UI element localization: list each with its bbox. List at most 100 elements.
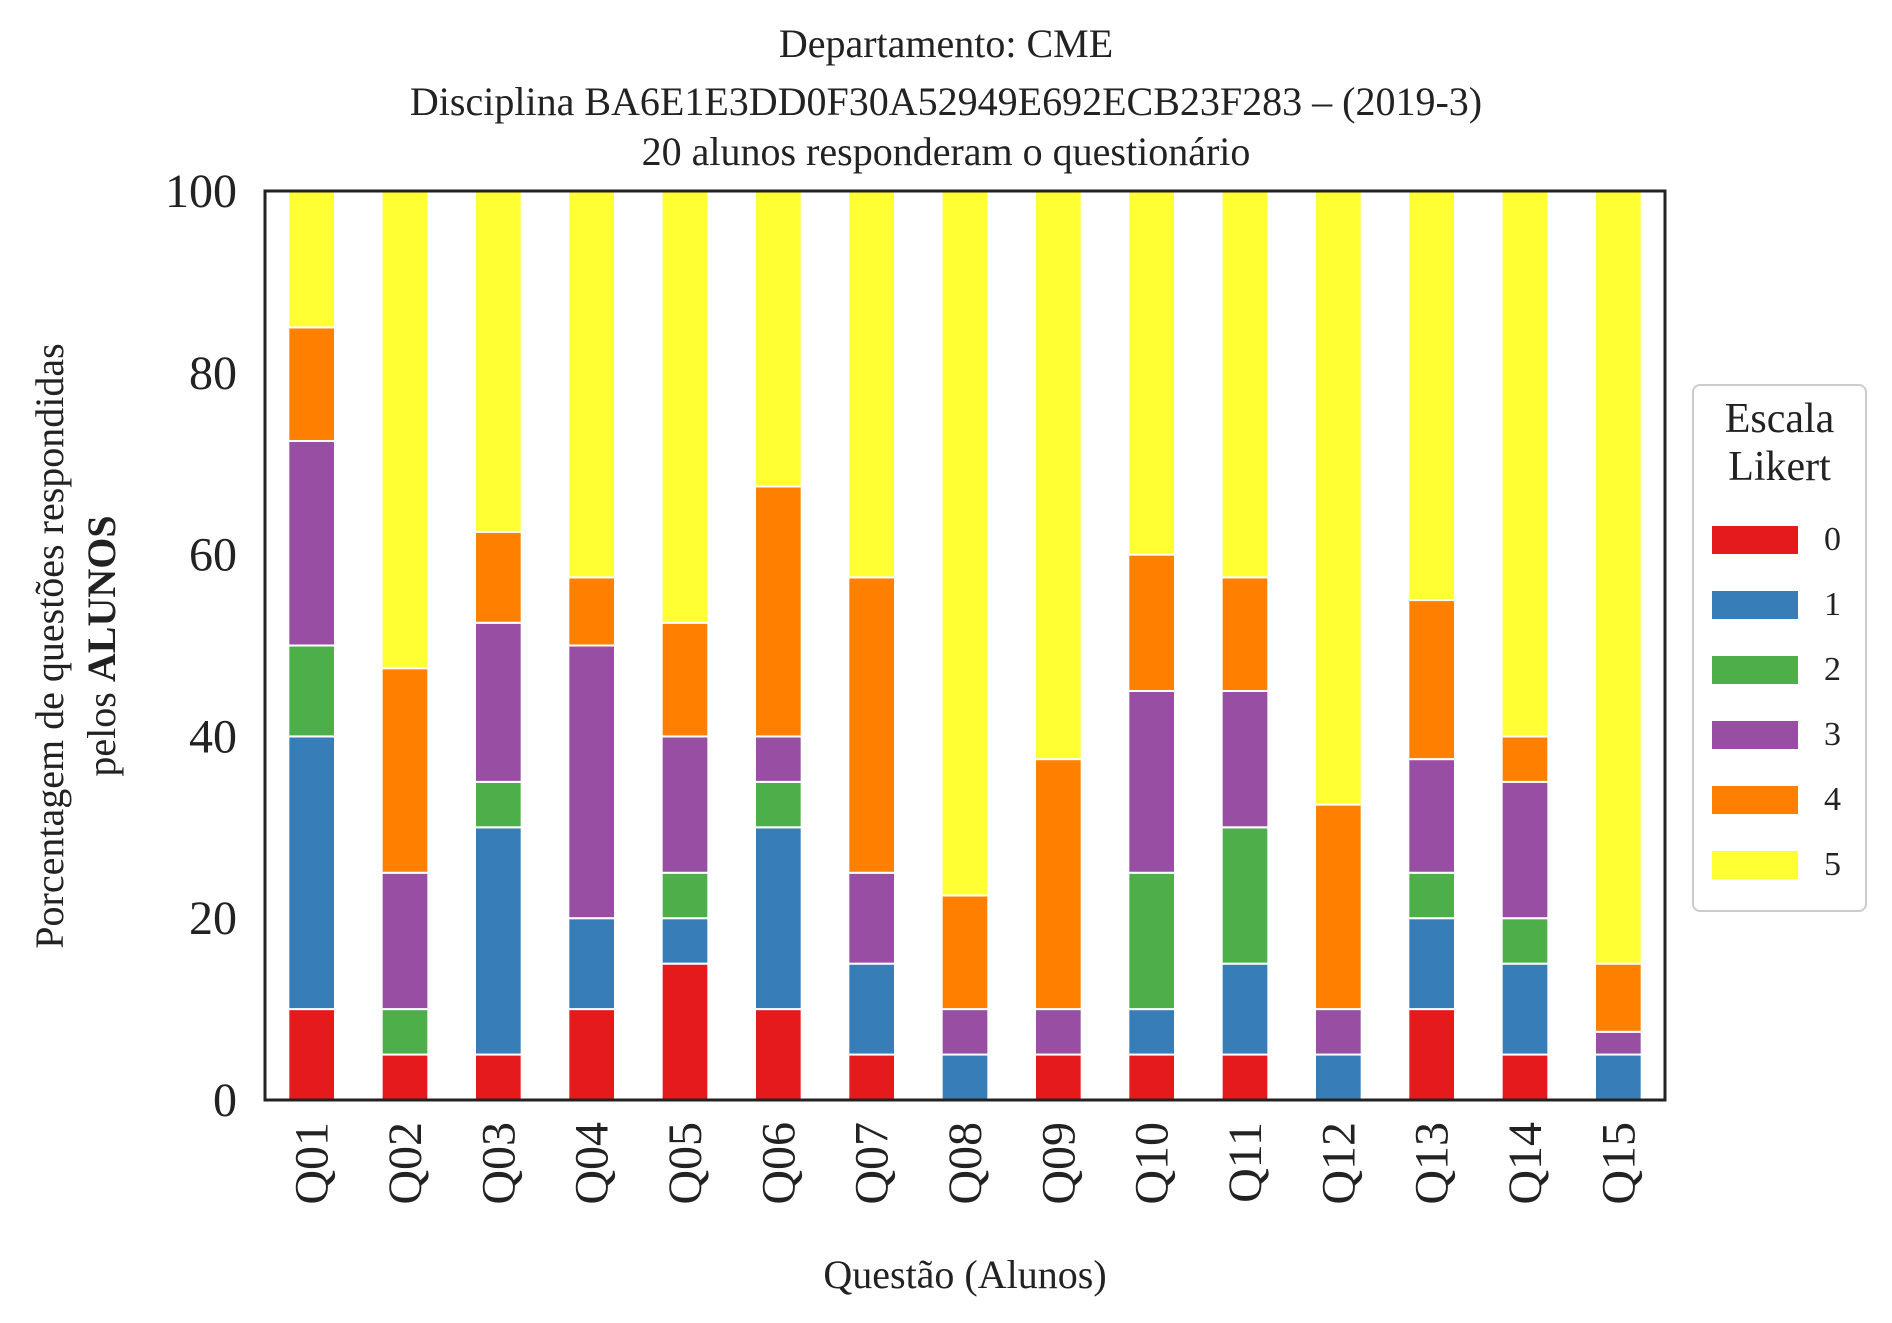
bar-segment-q03-likert-1 — [474, 826, 523, 1056]
bar-segment-q11-likert-0 — [1220, 1053, 1270, 1102]
bar-segment-q07-likert-5 — [847, 190, 896, 579]
x-tick-label-q14: Q14 — [1499, 1122, 1552, 1205]
x-tick-label-q09: Q09 — [1032, 1122, 1085, 1205]
bar-segment-q15-likert-5 — [1594, 190, 1643, 965]
legend-label-likert-0: 0 — [1824, 521, 1841, 558]
legend-swatch-likert-3 — [1712, 721, 1798, 749]
x-tick-label-q04: Q04 — [566, 1122, 619, 1205]
x-tick-label-q07: Q07 — [846, 1122, 899, 1205]
y-axis-label: Porcentagem de questões respondidas pelo… — [27, 343, 124, 948]
x-tick-label-q13: Q13 — [1406, 1122, 1459, 1205]
bar-segment-q05-likert-5 — [660, 190, 710, 624]
bar-segment-q11-likert-3 — [1220, 689, 1270, 829]
bar-segment-q06-likert-5 — [754, 190, 803, 488]
bar-segment-q11-likert-5 — [1220, 190, 1270, 579]
legend-label-likert-1: 1 — [1824, 586, 1841, 623]
chart-title-line-1: Departamento: CME — [778, 21, 1114, 66]
bar-segment-q03-likert-0 — [474, 1053, 523, 1102]
bar-segment-q04-likert-3 — [567, 644, 616, 920]
legend: Escala Likert 0 1 2 3 4 5 — [1692, 384, 1867, 912]
x-tick-label-q02: Q02 — [379, 1122, 432, 1205]
y-axis-label-line-1: Porcentagem de questões respondidas — [27, 343, 72, 948]
bar-segment-q12-likert-5 — [1314, 190, 1363, 806]
bar-segment-q15-likert-3 — [1594, 1030, 1643, 1056]
bar-segment-q01-likert-5 — [287, 190, 337, 329]
bar-segment-q04-likert-4 — [567, 576, 616, 647]
bars-layer — [287, 190, 1643, 1102]
y-axis-label-prefix: pelos — [79, 682, 124, 776]
bar-segment-q09-likert-3 — [1034, 1008, 1083, 1056]
bar-segment-q02-likert-4 — [380, 667, 430, 874]
x-tick-label-q01: Q01 — [286, 1122, 339, 1205]
y-axis-ticks: 0 20 40 60 80 100 — [165, 165, 237, 1127]
y-tick-label-60: 60 — [189, 529, 237, 582]
bar-segment-q05-likert-2 — [660, 871, 710, 920]
bar-segment-q03-likert-2 — [474, 780, 523, 829]
bar-segment-q02-likert-0 — [380, 1053, 430, 1102]
x-tick-label-q03: Q03 — [472, 1122, 525, 1205]
bar-segment-q10-likert-0 — [1127, 1053, 1177, 1102]
bar-segment-q03-likert-4 — [474, 530, 523, 624]
chart-title-line-3: 20 alunos responderam o questionário — [641, 129, 1251, 174]
bar-segment-q07-likert-0 — [847, 1053, 896, 1102]
bar-segment-q12-likert-4 — [1314, 803, 1363, 1011]
legend-label-likert-3: 3 — [1824, 716, 1841, 753]
bar-segment-q08-likert-1 — [940, 1053, 990, 1102]
bar-segment-q09-likert-5 — [1034, 190, 1083, 761]
legend-label-likert-4: 4 — [1824, 781, 1841, 818]
bar-segment-q05-likert-3 — [660, 735, 710, 874]
legend-swatch-likert-4 — [1712, 786, 1798, 814]
bar-segment-q01-likert-0 — [287, 1008, 337, 1101]
bar-segment-q10-likert-1 — [1127, 1008, 1177, 1056]
bar-segment-q05-likert-4 — [660, 621, 710, 738]
bar-segment-q13-likert-5 — [1407, 190, 1457, 602]
x-tick-label-q12: Q12 — [1312, 1122, 1365, 1205]
legend-swatch-likert-1 — [1712, 591, 1798, 619]
bar-segment-q13-likert-0 — [1407, 1008, 1457, 1101]
bar-segment-q08-likert-3 — [940, 1008, 990, 1056]
bar-segment-q14-likert-4 — [1500, 735, 1550, 783]
x-tick-label-q10: Q10 — [1126, 1122, 1179, 1205]
legend-item-likert-1: 1 — [1694, 585, 1865, 625]
bar-segment-q04-likert-1 — [567, 917, 616, 1011]
bar-segment-q15-likert-4 — [1594, 962, 1643, 1033]
bar-segment-q02-likert-5 — [380, 190, 430, 670]
bar-segment-q06-likert-3 — [754, 735, 803, 783]
bar-segment-q12-likert-3 — [1314, 1008, 1363, 1056]
legend-label-likert-5: 5 — [1824, 846, 1841, 883]
bar-segment-q11-likert-2 — [1220, 826, 1270, 965]
bar-segment-q07-likert-4 — [847, 576, 896, 874]
bar-segment-q04-likert-0 — [567, 1008, 616, 1101]
legend-title-line-2: Likert — [1728, 444, 1831, 490]
bar-segment-q14-likert-0 — [1500, 1053, 1550, 1102]
legend-item-likert-5: 5 — [1694, 845, 1865, 885]
x-axis-ticks: Q01 Q02 Q03 Q04 Q05 Q06 Q07 Q08 Q09 Q10 Q11 Q12 Q13 Q… — [286, 1122, 1646, 1205]
x-tick-label-q06: Q06 — [752, 1122, 805, 1205]
bar-segment-q08-likert-4 — [940, 894, 990, 1011]
legend-item-likert-2: 2 — [1694, 650, 1865, 690]
bar-segment-q05-likert-1 — [660, 917, 710, 965]
bar-segment-q10-likert-4 — [1127, 553, 1177, 692]
bar-segment-q09-likert-4 — [1034, 758, 1083, 1011]
bar-segment-q10-likert-5 — [1127, 190, 1177, 556]
bar-segment-q03-likert-5 — [474, 190, 523, 533]
y-axis-label-line-2: pelos ALUNOS — [79, 515, 124, 776]
legend-swatch-likert-5 — [1712, 851, 1798, 879]
x-tick-label-q05: Q05 — [659, 1122, 712, 1205]
bar-segment-q02-likert-3 — [380, 871, 430, 1011]
bar-segment-q15-likert-1 — [1594, 1053, 1643, 1102]
legend-item-likert-3: 3 — [1694, 715, 1865, 755]
x-tick-label-q08: Q08 — [939, 1122, 992, 1205]
bar-segment-q06-likert-4 — [754, 485, 803, 738]
bar-segment-q11-likert-1 — [1220, 962, 1270, 1056]
legend-swatch-likert-0 — [1712, 526, 1798, 554]
bar-segment-q13-likert-2 — [1407, 871, 1457, 920]
plot-frame — [263, 189, 1667, 1102]
x-tick-label-q11: Q11 — [1219, 1122, 1272, 1203]
legend-item-likert-4: 4 — [1694, 780, 1865, 820]
bar-segment-q11-likert-4 — [1220, 576, 1270, 692]
y-tick-label-20: 20 — [189, 892, 237, 945]
legend-label-likert-2: 2 — [1824, 651, 1841, 688]
x-axis-label: Questão (Alunos) — [823, 1252, 1106, 1297]
